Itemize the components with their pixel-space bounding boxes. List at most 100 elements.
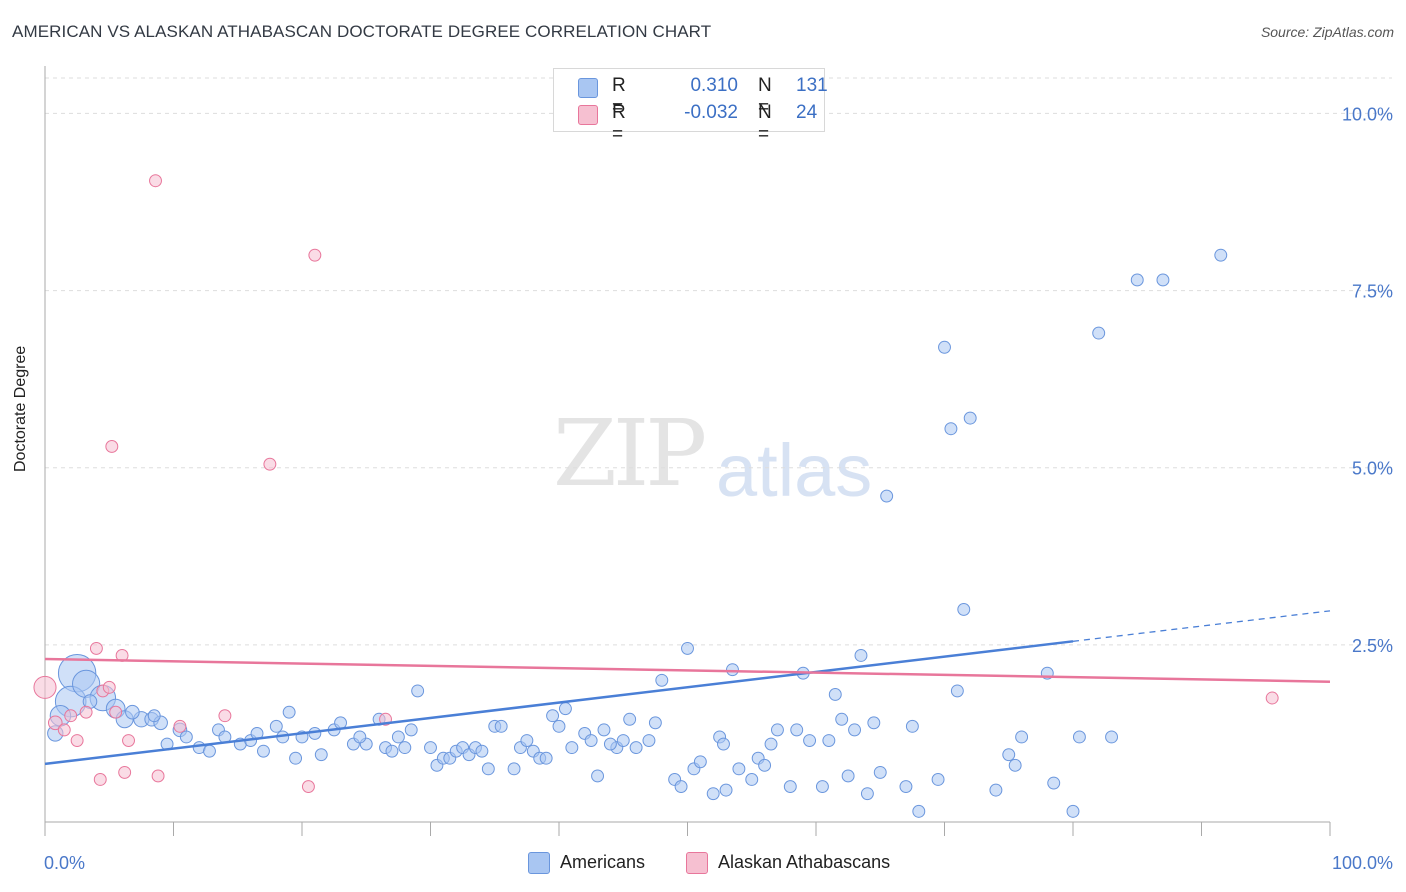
x-tick-label-max: 100.0%	[1332, 853, 1393, 873]
americans-point	[719, 783, 733, 797]
grid-lines	[45, 77, 1392, 646]
americans-point	[963, 411, 977, 425]
americans-point	[1214, 248, 1228, 262]
americans-point	[905, 719, 919, 733]
americans-point	[1066, 804, 1080, 818]
legend-n-value: 24	[796, 102, 818, 123]
alaskan-athabascans-point	[122, 734, 135, 747]
americans-point	[552, 719, 566, 733]
americans-point	[899, 780, 913, 794]
americans-point	[1105, 730, 1119, 744]
americans-point	[1015, 730, 1029, 744]
americans-point	[1047, 776, 1061, 790]
y-tick-label: 7.5%	[1352, 282, 1393, 302]
alaskan-athabascans-point	[149, 174, 162, 188]
americans-point	[494, 719, 508, 733]
legend-n-value: 131	[796, 75, 828, 96]
americans-point	[950, 684, 964, 698]
alaskan-athabascans-point	[301, 780, 315, 794]
americans-point	[1130, 273, 1144, 287]
trend-lines	[44, 610, 1331, 766]
alaskan-athabascans-point	[33, 675, 57, 699]
alaskan-athabascans-point	[118, 765, 132, 779]
alaskan-athabascans-point	[105, 440, 119, 453]
americans-point	[726, 663, 739, 677]
americans-point	[179, 730, 193, 744]
americans-point	[1002, 748, 1016, 762]
americans-point	[912, 804, 926, 818]
americans-point	[507, 762, 521, 776]
americans-point	[269, 719, 283, 733]
americans-point	[693, 755, 707, 769]
alaskan-athabascans-point	[109, 705, 123, 719]
americans-point	[642, 734, 656, 747]
americans-point	[475, 744, 489, 758]
americans-point	[944, 422, 958, 436]
tick-labels: 2.5% 5.0% 7.5% 10.0% 0.0% 100.0%	[44, 104, 1393, 873]
alaskan-athabascans-point	[57, 723, 71, 737]
alaskan-athabascans-point	[173, 719, 187, 733]
legend-n-label: N =	[758, 102, 772, 145]
alaskan-athabascans-point	[79, 705, 93, 719]
americans-point	[790, 723, 804, 737]
americans-point	[938, 340, 951, 354]
alaskan-athabascans-point	[308, 248, 322, 262]
americans-point	[584, 734, 598, 747]
americans-point	[655, 673, 669, 687]
americans-point	[648, 716, 662, 730]
chart-title: AMERICAN VS ALASKAN ATHABASCAN DOCTORATE…	[12, 22, 712, 41]
americans-point	[314, 748, 328, 762]
americans-point	[603, 737, 617, 751]
legend-r-label: R =	[612, 75, 626, 118]
americans-point	[758, 758, 772, 772]
alaskan-athabascans-trend-line	[44, 657, 1331, 683]
americans-point	[203, 744, 216, 758]
americans-point	[706, 787, 720, 801]
alaskan-athabascans-point	[263, 457, 277, 471]
americans-point	[732, 762, 746, 776]
americans-point	[424, 741, 437, 755]
legend-r-label: R =	[612, 102, 626, 145]
americans-point	[558, 702, 572, 716]
americans-point	[880, 489, 894, 503]
alaskan-athabascans-point	[64, 709, 78, 723]
americans-point	[848, 723, 861, 737]
americans-point	[1156, 273, 1170, 287]
americans-point	[764, 737, 778, 751]
americans-point	[867, 716, 881, 730]
americans-point	[957, 602, 971, 616]
alaskan-athabascans-points	[33, 174, 1279, 794]
americans-trend-extension	[1072, 610, 1331, 642]
bottom-legend-swatch-americans	[528, 852, 550, 874]
americans-point	[1072, 730, 1086, 744]
watermark-zip: ZIP	[553, 400, 707, 507]
axes	[44, 66, 1331, 836]
americans-point	[539, 751, 553, 765]
x-tick-label-min: 0.0%	[44, 853, 85, 873]
americans-point	[391, 730, 405, 744]
alaskan-athabascans-point	[47, 715, 63, 731]
americans-point	[411, 684, 425, 698]
americans-point	[257, 744, 270, 758]
legend-swatch-alaskan-athabascans	[578, 105, 598, 125]
americans-point	[717, 737, 730, 751]
americans-point	[989, 783, 1003, 797]
americans-points	[47, 248, 1228, 818]
americans-point	[815, 780, 829, 794]
americans-point	[828, 688, 842, 701]
americans-point	[404, 723, 418, 737]
americans-trend-line	[44, 640, 1074, 766]
americans-point	[125, 704, 140, 720]
americans-point	[629, 741, 643, 755]
americans-point	[873, 765, 887, 779]
americans-point	[353, 730, 367, 744]
americans-point	[835, 712, 849, 726]
y-tick-label: 2.5%	[1352, 636, 1393, 656]
alaskan-athabascans-point	[102, 680, 116, 694]
alaskan-athabascans-point	[1265, 691, 1279, 705]
correlation-legend: R = 0.310 N = 131 R = -0.032 N = 24	[553, 68, 828, 145]
bottom-legend-label: Alaskan Athabascans	[718, 852, 891, 872]
legend-n-label: N =	[758, 75, 772, 118]
americans-point	[546, 709, 560, 723]
